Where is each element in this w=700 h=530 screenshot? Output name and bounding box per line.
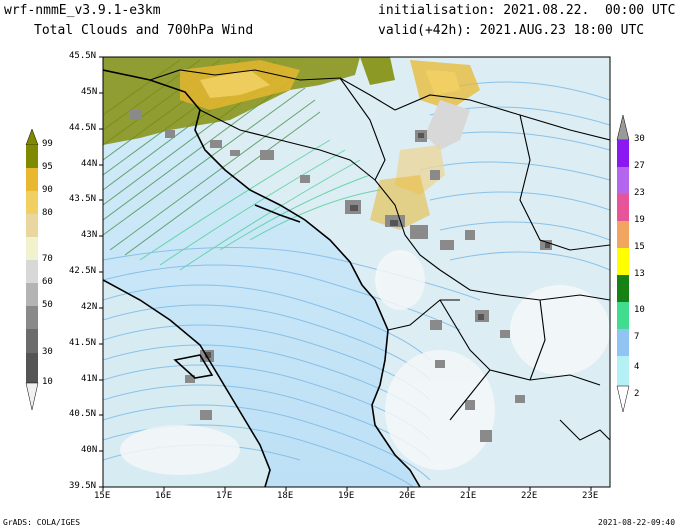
lon-label: 23E — [582, 491, 599, 501]
lat-label: 41N — [81, 374, 98, 384]
lat-label: 40N — [81, 445, 98, 455]
wind-scale-label: 30 — [634, 134, 645, 144]
lat-label: 39.5N — [69, 481, 97, 491]
lat-label: 42N — [81, 302, 98, 312]
wind-scale-label: 13 — [634, 269, 645, 279]
cloud-scale-label: 30 — [42, 347, 53, 357]
cloud-scale-label: 60 — [42, 277, 53, 287]
lon-label: 19E — [338, 491, 355, 501]
coastlines — [103, 69, 421, 487]
wind-streamlines-green — [139, 139, 381, 271]
calm-zones — [120, 250, 610, 475]
initialisation-time: initialisation: 2021.08.22. 00:00 UTC — [378, 3, 676, 18]
lat-label: 44N — [81, 159, 98, 169]
wind-scale-label: 7 — [634, 332, 640, 342]
lon-label: 17E — [216, 491, 233, 501]
valid-time: valid(+42h): 2021.AUG.23 18:00 UTC — [378, 23, 645, 38]
wind-scale-label: 27 — [634, 161, 645, 171]
cloud-colorbar — [25, 128, 39, 411]
model-name: wrf-nmmE_v3.9.1-e3km — [4, 3, 161, 18]
wind-scale-label: 10 — [634, 305, 645, 315]
wind-colorbar-bottom-arrow — [616, 385, 630, 413]
cloud-scale-label: 95 — [42, 162, 53, 172]
cloud-scale-label: 10 — [42, 377, 53, 387]
product-title: Total Clouds and 700hPa Wind — [34, 23, 254, 38]
lon-ticks — [102, 487, 592, 491]
run-timestamp: 2021-08-22-09:40 — [598, 518, 676, 527]
lat-label: 41.5N — [69, 338, 97, 348]
wind-colorbar-top-arrow — [616, 114, 630, 141]
cloud-colorbar-top-arrow — [25, 128, 39, 146]
lon-label: 20E — [399, 491, 416, 501]
cloud-scale-label: 90 — [42, 185, 53, 195]
lat-label: 45.5N — [69, 51, 97, 61]
wind-scale-label: 19 — [634, 215, 645, 225]
lat-label: 42.5N — [69, 266, 97, 276]
grads-credit: GrADS: COLA/IGES — [3, 518, 81, 527]
wind-scale-label: 15 — [634, 242, 645, 252]
lat-label: 43N — [81, 230, 98, 240]
wind-colorbar — [616, 114, 630, 413]
cloud-colorbar-bottom-arrow — [25, 382, 39, 411]
cloud-scale-label: 99 — [42, 139, 53, 149]
lat-label: 45N — [81, 87, 98, 97]
wind-scale-label: 2 — [634, 389, 640, 399]
lat-label: 40.5N — [69, 409, 97, 419]
wind-scale-label: 23 — [634, 188, 645, 198]
cloud-scale-label: 50 — [42, 300, 53, 310]
wind-scale-label: 4 — [634, 362, 640, 372]
plot-area — [103, 57, 610, 487]
lon-label: 22E — [521, 491, 538, 501]
lon-label: 16E — [155, 491, 172, 501]
country-borders — [149, 69, 610, 441]
lat-label: 43.5N — [69, 194, 97, 204]
lon-label: 18E — [277, 491, 294, 501]
lat-ticks — [99, 56, 103, 488]
cloud-cover-dark — [205, 133, 550, 358]
cloud-scale-label: 70 — [42, 254, 53, 264]
lat-label: 44.5N — [69, 123, 97, 133]
cloud-scale-label: 80 — [42, 208, 53, 218]
lon-label: 21E — [460, 491, 477, 501]
lon-label: 15E — [94, 491, 111, 501]
